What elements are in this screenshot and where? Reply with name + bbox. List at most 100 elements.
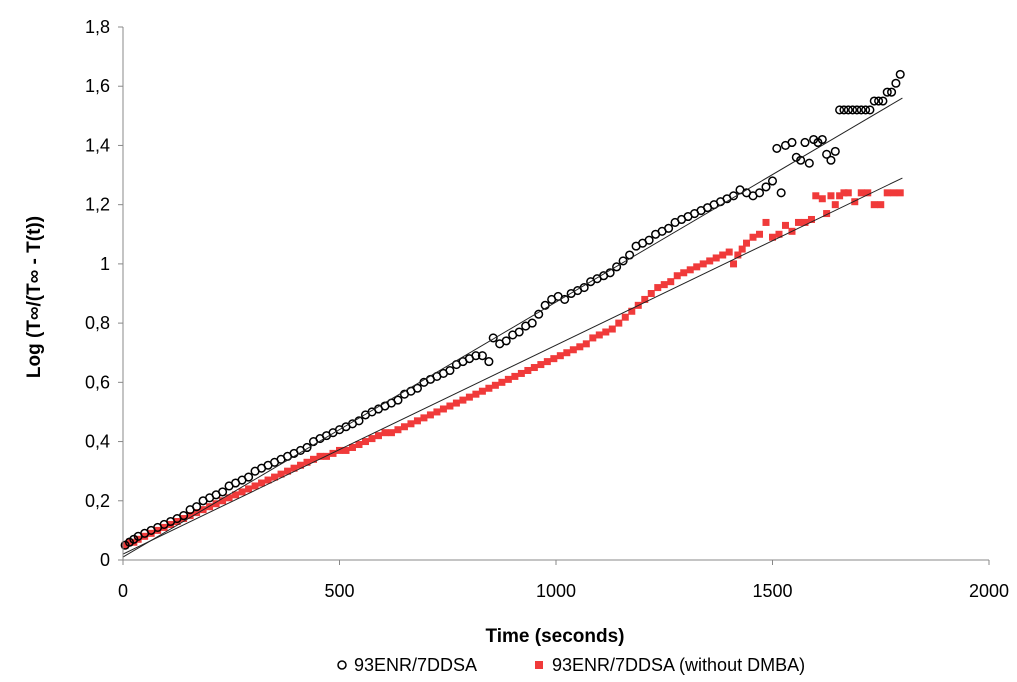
data-point-square xyxy=(167,520,175,528)
data-point-circle xyxy=(540,300,550,310)
data-point-circle xyxy=(618,256,628,266)
data-point-circle xyxy=(761,182,771,192)
data-point-circle xyxy=(856,105,866,115)
data-point-square xyxy=(284,467,292,475)
y-tick-label: 1,6 xyxy=(85,76,110,96)
data-point-circle xyxy=(895,69,905,79)
data-point-square xyxy=(394,426,402,434)
data-point-square xyxy=(433,408,441,416)
data-point-square xyxy=(212,500,220,508)
data-point-circle xyxy=(852,105,862,115)
data-point-square xyxy=(310,455,318,463)
data-point-square xyxy=(297,461,305,469)
legend: 93ENR/7DDSA 93ENR/7DDSA (without DMBA) xyxy=(337,655,805,675)
y-tick-label: 0,2 xyxy=(85,491,110,511)
data-point-circle xyxy=(644,235,654,245)
data-point-square xyxy=(342,446,350,454)
data-point-square xyxy=(160,523,168,531)
data-point-circle xyxy=(861,105,871,115)
data-point-square xyxy=(206,503,214,511)
data-point-circle xyxy=(869,96,879,106)
data-point-square xyxy=(680,269,688,277)
data-point-square xyxy=(827,192,835,200)
data-point-square xyxy=(238,488,246,496)
data-point-square xyxy=(387,429,395,437)
x-tick-label: 2000 xyxy=(969,581,1009,601)
data-point-square xyxy=(756,230,764,238)
data-point-square xyxy=(673,272,681,280)
axes: 0 0,2 0,4 0,6 0,8 1 1,2 1,4 1,6 1,8 0 500 1000 1500 20… xyxy=(85,17,1009,601)
data-point-square xyxy=(381,429,389,437)
data-point-square xyxy=(258,479,266,487)
data-point-circle xyxy=(412,383,422,393)
data-point-circle xyxy=(244,472,254,482)
legend-label-series-2: 93ENR/7DDSA (without DMBA) xyxy=(552,655,805,675)
data-point-square xyxy=(794,218,802,226)
legend-label-series-1: 93ENR/7DDSA xyxy=(354,655,477,675)
data-point-circle xyxy=(817,134,827,145)
data-point-square xyxy=(883,189,891,197)
data-point-square xyxy=(141,532,149,540)
data-point-square xyxy=(621,313,629,321)
data-point-square xyxy=(543,358,551,366)
data-point-square xyxy=(368,435,376,443)
data-point-circle xyxy=(501,336,511,346)
y-tick-label: 0 xyxy=(100,550,110,570)
data-point-square xyxy=(589,334,597,342)
data-point-circle xyxy=(767,176,778,186)
data-point-square xyxy=(595,331,603,339)
data-point-square xyxy=(439,405,447,413)
data-point-square xyxy=(459,396,467,404)
data-point-square xyxy=(316,452,324,460)
trendline-series-1 xyxy=(122,97,903,558)
data-point-square xyxy=(511,372,519,380)
data-point-circle xyxy=(754,188,765,198)
data-point-square xyxy=(400,423,408,431)
data-point-square xyxy=(775,230,783,238)
data-point-circle xyxy=(514,327,524,337)
data-point-square xyxy=(660,281,668,289)
data-point-square xyxy=(569,346,577,354)
series-2 xyxy=(121,189,904,549)
data-point-square xyxy=(738,245,746,253)
data-point-circle xyxy=(878,96,888,106)
data-point-circle xyxy=(865,105,875,115)
data-point-square xyxy=(277,470,285,478)
data-point-square xyxy=(801,218,809,226)
plot-area xyxy=(120,69,905,558)
data-point-square xyxy=(602,328,610,336)
data-point-circle xyxy=(218,487,228,497)
data-point-square xyxy=(336,446,343,454)
data-point-square xyxy=(498,378,506,386)
data-point-square xyxy=(219,497,227,505)
data-point-circle xyxy=(887,87,897,97)
data-point-square xyxy=(781,221,789,229)
data-point-square xyxy=(667,278,675,286)
data-point-square xyxy=(743,239,751,247)
data-point-square xyxy=(730,260,738,268)
data-point-square xyxy=(556,352,564,360)
data-point-circle xyxy=(882,87,892,97)
data-point-square xyxy=(193,509,201,517)
data-point-square xyxy=(374,432,382,440)
data-point-circle xyxy=(664,223,674,233)
data-point-circle xyxy=(843,105,853,115)
data-point-square xyxy=(857,189,865,197)
data-point-square xyxy=(186,512,194,520)
data-point-circle xyxy=(839,105,849,115)
x-axis-title: Time (seconds) xyxy=(485,626,624,647)
data-point-square xyxy=(840,189,848,197)
data-point-square xyxy=(303,458,311,466)
y-axis-title: Log (T∞/(T∞ - T(t)) xyxy=(24,216,45,378)
data-point-square xyxy=(608,325,616,333)
data-point-square xyxy=(355,441,363,449)
data-point-square xyxy=(769,233,776,241)
data-point-circle xyxy=(822,149,832,159)
data-point-circle xyxy=(772,143,782,153)
data-point-square xyxy=(413,417,421,425)
data-point-square xyxy=(264,476,272,484)
data-point-circle xyxy=(393,395,403,405)
data-point-square xyxy=(550,355,558,363)
data-point-square xyxy=(225,494,233,502)
